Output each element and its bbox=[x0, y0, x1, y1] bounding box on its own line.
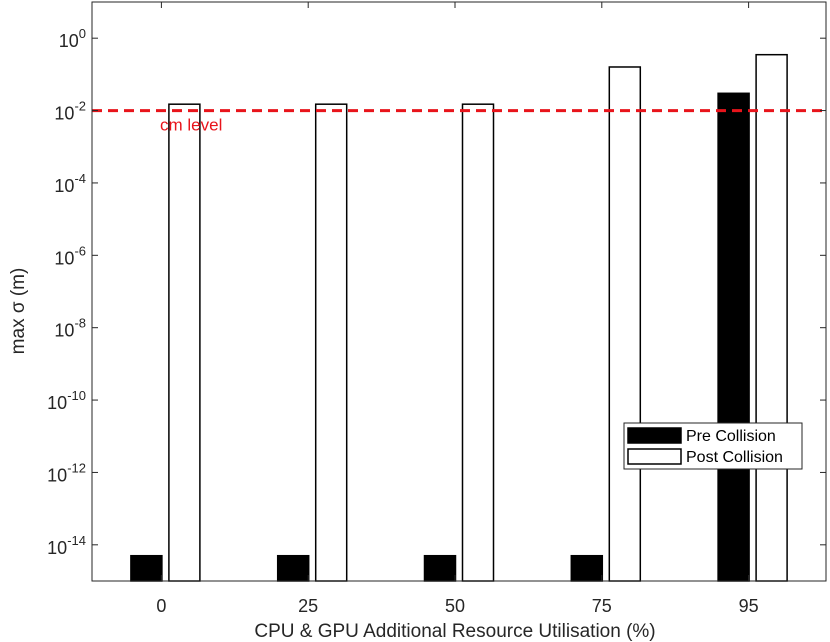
y-tick-exponent: -8 bbox=[74, 316, 86, 331]
pre-collision-bar-0 bbox=[130, 554, 163, 582]
x-tick-label-0: 0 bbox=[156, 596, 166, 616]
post-collision-bar-75 bbox=[608, 66, 642, 582]
x-tick-label-75: 75 bbox=[592, 596, 612, 616]
y-tick-label: 10-4 bbox=[54, 171, 86, 196]
legend: Pre Collision Post Collision bbox=[623, 422, 803, 470]
plot-background bbox=[92, 2, 826, 581]
y-tick-base: 10 bbox=[47, 393, 67, 413]
y-tick-exponent: -12 bbox=[67, 460, 86, 475]
plot-area bbox=[92, 2, 826, 581]
x-tick-labels: 0 25 50 75 95 bbox=[156, 596, 758, 616]
y-tick-base: 10 bbox=[54, 248, 74, 268]
y-tick-exponent: -14 bbox=[67, 533, 86, 548]
y-tick-base: 10 bbox=[47, 465, 67, 485]
x-tick-label-25: 25 bbox=[298, 596, 318, 616]
x-tick-label-95: 95 bbox=[739, 596, 759, 616]
pre-collision-bar-75 bbox=[570, 554, 604, 582]
x-axis-title: CPU & GPU Additional Resource Utilisatio… bbox=[254, 621, 655, 642]
y-tick-label: 10-6 bbox=[54, 243, 86, 268]
y-tick-base: 10 bbox=[54, 176, 74, 196]
y-tick-label: 10-10 bbox=[47, 388, 86, 413]
y-tick-base: 10 bbox=[54, 104, 74, 124]
post-collision-bar-25 bbox=[314, 103, 348, 582]
y-tick-label: 10-8 bbox=[54, 316, 86, 341]
reference-line-group: cm level bbox=[92, 109, 826, 135]
plot-frame bbox=[91, 1, 827, 582]
y-tick-label: 10-12 bbox=[47, 460, 86, 485]
y-tick-label: 10-2 bbox=[54, 99, 86, 124]
y-tick-label: 10-14 bbox=[47, 533, 86, 558]
y-tick-exponent: -10 bbox=[67, 388, 86, 403]
y-tick-exponent: -4 bbox=[74, 171, 86, 186]
legend-label-pre: Pre Collision bbox=[686, 428, 776, 445]
post-collision-bar-50 bbox=[461, 103, 495, 582]
y-axis-title: max σ (m) bbox=[8, 268, 29, 355]
legend-swatch-post bbox=[627, 448, 682, 465]
y-tick-label: 100 bbox=[59, 26, 86, 51]
pre-collision-bar-95 bbox=[717, 92, 750, 582]
cm-level-label: cm level bbox=[160, 116, 222, 135]
y-tick-exponent: -6 bbox=[74, 243, 86, 258]
post-collision-bar-0 bbox=[168, 103, 201, 582]
y-tick-base: 10 bbox=[54, 321, 74, 341]
pre-collision-bar-50 bbox=[423, 554, 457, 582]
post-collision-bar-95 bbox=[755, 53, 788, 582]
legend-swatch-pre bbox=[627, 427, 682, 444]
y-tick-base: 10 bbox=[59, 31, 79, 51]
pre-collision-bar-25 bbox=[276, 554, 310, 582]
axes-group bbox=[91, 1, 827, 582]
y-tick-exponent: -2 bbox=[74, 99, 86, 114]
x-tick-label-50: 50 bbox=[445, 596, 465, 616]
y-tick-exponent: 0 bbox=[79, 26, 86, 41]
y-tick-base: 10 bbox=[47, 538, 67, 558]
legend-label-post: Post Collision bbox=[686, 449, 783, 466]
